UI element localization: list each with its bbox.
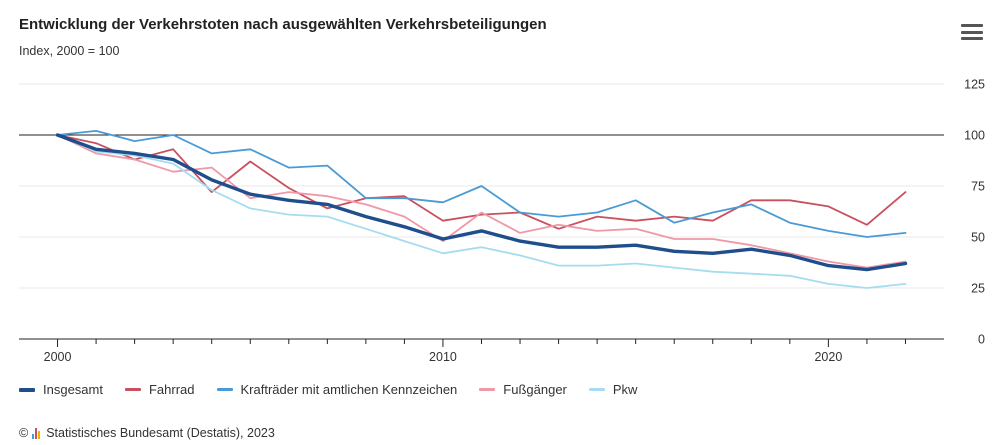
y-tick-label: 100 xyxy=(964,129,985,143)
legend-item[interactable]: Insgesamt xyxy=(19,382,103,397)
legend-item[interactable]: Pkw xyxy=(588,382,638,397)
legend-label: Krafträder mit amtlichen Kennzeichen xyxy=(240,382,458,397)
series-line-fahrrad xyxy=(56,134,907,230)
series-line-krafträder-mit-amtlichen-kennzeichen xyxy=(56,130,907,238)
legend-swatch xyxy=(19,387,35,392)
legend-label: Fußgänger xyxy=(503,382,567,397)
copyright-symbol: © xyxy=(19,426,29,440)
source-note: © Statistisches Bundesamt (Destatis), 20… xyxy=(19,426,275,440)
legend-label: Insgesamt xyxy=(43,382,103,397)
y-tick-label: 50 xyxy=(971,231,985,245)
menu-bar xyxy=(961,30,983,34)
legend-label: Pkw xyxy=(612,382,638,397)
chart-legend: Insgesamt Fahrrad Krafträder mit amtlichen… xyxy=(19,382,659,397)
chart-title: Entwicklung der Verkehrstoten nach ausge… xyxy=(19,16,547,33)
series-line-insgesamt xyxy=(55,133,908,272)
y-tick-label: 0 xyxy=(978,333,985,347)
destatis-logo-icon xyxy=(32,427,41,439)
legend-item[interactable]: Fußgänger xyxy=(479,382,567,397)
legend-swatch xyxy=(588,388,605,391)
x-tick-label: 2010 xyxy=(429,350,457,364)
hamburger-menu-icon[interactable] xyxy=(961,24,983,42)
legend-label: Fahrrad xyxy=(148,382,195,397)
y-tick-label: 125 xyxy=(964,78,985,92)
series-line-fußgänger xyxy=(56,134,907,269)
legend-item[interactable]: Fahrrad xyxy=(124,382,195,397)
legend-swatch xyxy=(124,388,141,391)
series-line-pkw xyxy=(56,134,907,289)
legend-swatch xyxy=(216,388,233,391)
legend-swatch xyxy=(479,388,496,391)
y-tick-label: 75 xyxy=(971,180,985,194)
x-tick-label: 2000 xyxy=(44,350,72,364)
legend-item[interactable]: Krafträder mit amtlichen Kennzeichen xyxy=(216,382,458,397)
chart-subtitle: Index, 2000 = 100 xyxy=(19,44,120,58)
menu-bar xyxy=(961,37,983,40)
menu-bar xyxy=(961,24,983,27)
x-tick-label: 2020 xyxy=(814,350,842,364)
y-tick-label: 25 xyxy=(971,282,985,296)
source-text: Statistisches Bundesamt (Destatis), 2023 xyxy=(46,426,275,440)
